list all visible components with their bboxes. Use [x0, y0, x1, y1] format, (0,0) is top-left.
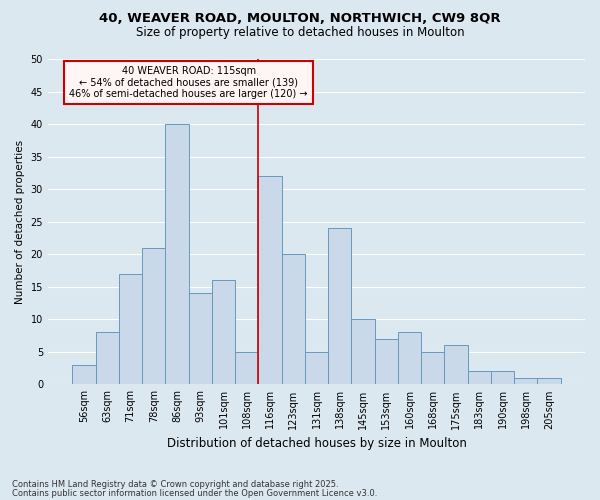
Bar: [305, 352, 328, 384]
Bar: [445, 346, 467, 385]
Bar: [491, 372, 514, 384]
Bar: [352, 320, 374, 384]
Bar: [467, 372, 491, 384]
Bar: [281, 254, 305, 384]
Bar: [95, 332, 119, 384]
Bar: [538, 378, 560, 384]
Bar: [235, 352, 259, 384]
Bar: [142, 248, 166, 384]
Bar: [166, 124, 188, 384]
Bar: [188, 294, 212, 384]
Bar: [259, 176, 281, 384]
Text: 40 WEAVER ROAD: 115sqm
← 54% of detached houses are smaller (139)
46% of semi-de: 40 WEAVER ROAD: 115sqm ← 54% of detached…: [70, 66, 308, 98]
Y-axis label: Number of detached properties: Number of detached properties: [15, 140, 25, 304]
Bar: [328, 228, 352, 384]
Text: Size of property relative to detached houses in Moulton: Size of property relative to detached ho…: [136, 26, 464, 39]
Bar: [374, 339, 398, 384]
Bar: [119, 274, 142, 384]
Text: Contains public sector information licensed under the Open Government Licence v3: Contains public sector information licen…: [12, 488, 377, 498]
X-axis label: Distribution of detached houses by size in Moulton: Distribution of detached houses by size …: [167, 437, 466, 450]
Text: Contains HM Land Registry data © Crown copyright and database right 2025.: Contains HM Land Registry data © Crown c…: [12, 480, 338, 489]
Bar: [421, 352, 445, 384]
Bar: [73, 365, 95, 384]
Bar: [212, 280, 235, 384]
Bar: [514, 378, 538, 384]
Bar: [398, 332, 421, 384]
Text: 40, WEAVER ROAD, MOULTON, NORTHWICH, CW9 8QR: 40, WEAVER ROAD, MOULTON, NORTHWICH, CW9…: [99, 12, 501, 26]
